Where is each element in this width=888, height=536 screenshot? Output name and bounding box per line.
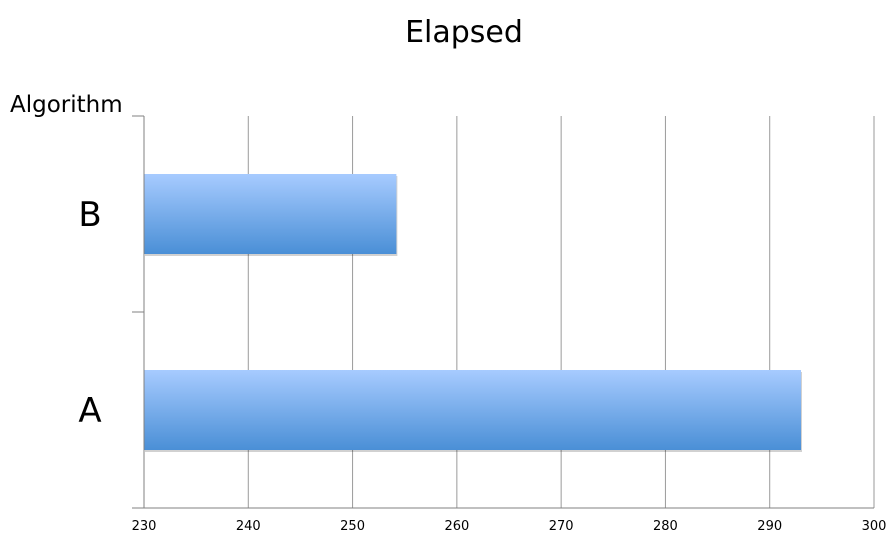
category-label: A (78, 391, 101, 431)
y-axis-title: Algorithm (10, 92, 123, 118)
x-tick-label: 300 (862, 519, 887, 534)
axes (132, 115, 874, 509)
x-tick-label: 230 (132, 519, 157, 534)
chart-title: Elapsed (405, 15, 523, 50)
bars (144, 174, 802, 452)
labels: 230 240 250 260 270 280 290 300 A B (78, 195, 886, 534)
x-tick-label: 270 (549, 519, 574, 534)
x-tick-label: 280 (653, 519, 678, 534)
x-tick-label: 260 (444, 519, 469, 534)
bar-A (144, 370, 801, 450)
category-label: B (78, 195, 101, 235)
x-tick-label: 240 (236, 519, 261, 534)
bar-B (144, 174, 397, 254)
x-tick-label: 250 (340, 519, 365, 534)
x-tick-label: 290 (757, 519, 782, 534)
